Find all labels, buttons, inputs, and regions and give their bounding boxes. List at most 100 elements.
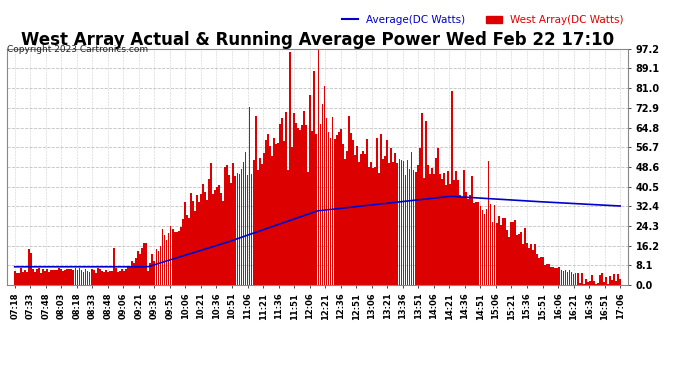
Bar [226,165,228,285]
Bar [376,138,378,285]
Bar [546,264,548,285]
Bar [129,267,131,285]
Bar [304,111,305,285]
Bar [208,179,210,285]
Bar [382,159,384,285]
Bar [250,174,253,285]
Bar [518,234,520,285]
Bar [419,148,421,285]
Bar [540,256,542,285]
Bar [131,261,133,285]
Bar [302,125,303,285]
Bar [581,273,582,285]
Bar [68,269,70,285]
Bar [457,180,459,285]
Bar [230,183,233,285]
Bar [453,180,455,285]
Bar [465,192,467,285]
Bar [309,95,311,285]
Bar [569,270,571,285]
Bar [337,132,339,285]
Bar [313,71,315,285]
Bar [99,269,101,285]
Bar [471,176,473,285]
Text: Copyright 2023 Cartronics.com: Copyright 2023 Cartronics.com [7,45,148,54]
Bar [214,190,216,285]
Bar [157,251,159,285]
Bar [89,272,90,285]
Bar [218,185,220,285]
Bar [514,220,515,285]
Bar [180,227,181,285]
Bar [90,269,92,285]
Bar [439,174,441,285]
Bar [109,271,111,285]
Bar [60,269,62,285]
Bar [536,254,538,285]
Bar [455,171,457,285]
Bar [283,141,285,285]
Bar [315,134,317,285]
Bar [216,188,218,285]
Bar [198,202,200,285]
Bar [265,140,266,285]
Bar [558,267,560,285]
Bar [107,272,109,285]
Bar [52,270,54,285]
Bar [200,195,202,285]
Bar [123,271,125,285]
Bar [413,170,415,285]
Bar [16,273,18,285]
Bar [299,129,301,285]
Bar [263,153,265,285]
Bar [402,161,404,285]
Bar [261,164,263,285]
Bar [28,249,30,285]
Bar [44,271,46,285]
Bar [423,178,424,285]
Bar [248,108,250,285]
Bar [560,270,562,285]
Bar [372,168,374,285]
Bar [490,204,491,285]
Bar [279,124,281,285]
Bar [603,282,605,285]
Bar [153,261,155,285]
Bar [170,226,172,285]
Bar [504,218,506,285]
Bar [524,228,526,285]
Bar [271,156,273,285]
Bar [526,243,528,285]
Bar [224,166,226,285]
Bar [607,284,609,285]
Bar [480,206,482,285]
Bar [119,271,121,285]
Bar [277,143,279,285]
Bar [495,224,497,285]
Bar [176,232,177,285]
Bar [228,175,230,285]
Bar [374,167,376,285]
Bar [188,218,190,285]
Bar [235,176,236,285]
Bar [502,217,504,285]
Bar [433,174,435,285]
Bar [267,134,268,285]
Bar [166,240,168,285]
Bar [339,129,342,285]
Bar [273,138,275,285]
Bar [66,269,68,285]
Bar [115,268,117,285]
Bar [510,222,512,285]
Bar [348,116,350,285]
Bar [447,171,449,285]
Bar [30,253,32,285]
Bar [220,193,222,285]
Bar [585,279,586,285]
Bar [368,167,370,285]
Bar [364,153,366,285]
Bar [125,269,127,285]
Bar [593,280,595,285]
Bar [573,274,575,285]
Bar [222,201,224,285]
